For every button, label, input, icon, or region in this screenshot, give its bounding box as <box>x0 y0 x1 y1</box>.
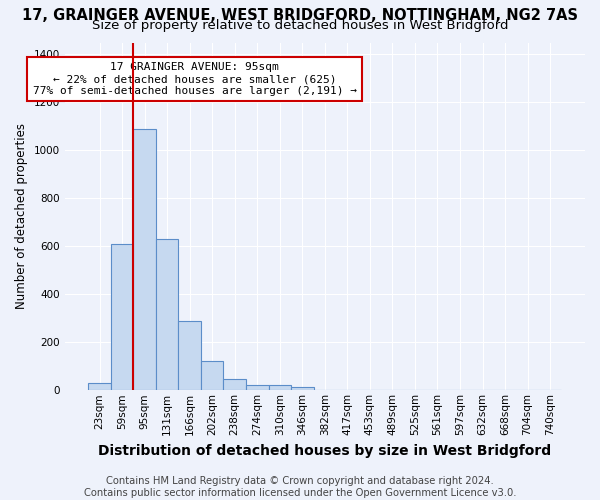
Bar <box>246 385 269 390</box>
Y-axis label: Number of detached properties: Number of detached properties <box>15 124 28 310</box>
Bar <box>178 320 201 390</box>
Bar <box>88 383 111 390</box>
Bar <box>201 362 223 390</box>
Bar <box>291 388 314 390</box>
Text: 17 GRAINGER AVENUE: 95sqm
← 22% of detached houses are smaller (625)
77% of semi: 17 GRAINGER AVENUE: 95sqm ← 22% of detac… <box>33 62 357 96</box>
Bar <box>111 244 133 390</box>
Bar <box>133 129 156 390</box>
Bar <box>156 239 178 390</box>
Text: Contains HM Land Registry data © Crown copyright and database right 2024.
Contai: Contains HM Land Registry data © Crown c… <box>84 476 516 498</box>
X-axis label: Distribution of detached houses by size in West Bridgford: Distribution of detached houses by size … <box>98 444 551 458</box>
Bar <box>269 385 291 390</box>
Text: 17, GRAINGER AVENUE, WEST BRIDGFORD, NOTTINGHAM, NG2 7AS: 17, GRAINGER AVENUE, WEST BRIDGFORD, NOT… <box>22 8 578 22</box>
Text: Size of property relative to detached houses in West Bridgford: Size of property relative to detached ho… <box>92 18 508 32</box>
Bar <box>223 380 246 390</box>
